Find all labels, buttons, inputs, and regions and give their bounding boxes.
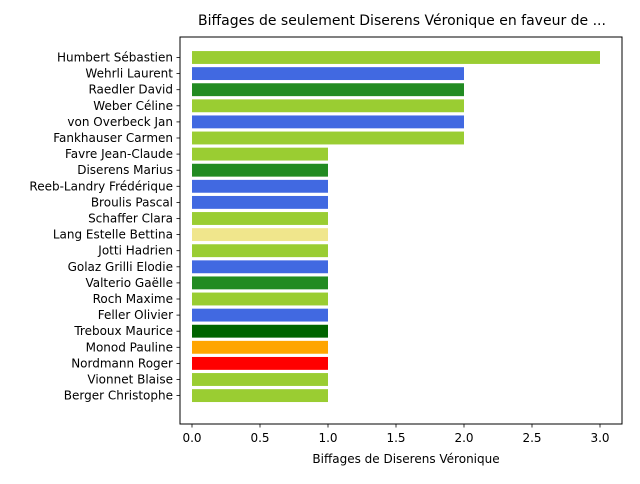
y-tick-label: Fankhauser Carmen: [53, 131, 173, 145]
bar: [192, 276, 328, 290]
bar: [192, 324, 328, 338]
chart-title: Biffages de seulement Diserens Véronique…: [198, 13, 606, 29]
bar: [192, 195, 328, 209]
bar: [192, 163, 328, 177]
bar: [192, 179, 328, 193]
bar: [192, 292, 328, 306]
x-tick-label: 2.0: [454, 431, 473, 445]
x-tick-label: 1.5: [386, 431, 405, 445]
y-tick-label: Valterio Gaëlle: [85, 276, 173, 290]
y-tick-label: Monod Pauline: [86, 340, 173, 354]
y-tick-label: Vionnet Blaise: [87, 373, 173, 387]
x-tick-label: 0.0: [182, 431, 201, 445]
y-tick-label: Wehrli Laurent: [85, 67, 173, 81]
bar: [192, 131, 464, 145]
bar: [192, 244, 328, 258]
x-tick-label: 2.5: [522, 431, 541, 445]
bar: [192, 99, 464, 113]
x-tick-label: 1.0: [318, 431, 337, 445]
bar: [192, 228, 328, 242]
x-axis-label: Biffages de Diserens Véronique: [312, 452, 499, 466]
y-tick-label: Berger Christophe: [64, 389, 173, 403]
bar: [192, 389, 328, 403]
y-tick-label: Weber Céline: [93, 99, 173, 113]
y-tick-label: von Overbeck Jan: [67, 115, 173, 129]
bars: [192, 51, 600, 403]
x-axis-ticks: 0.0 0.5 1.0 1.5 2.0 2.5 3.0: [182, 424, 610, 445]
y-tick-label: Reeb-Landry Frédérique: [29, 179, 173, 193]
y-tick-label: Feller Olivier: [98, 308, 173, 322]
bar: [192, 308, 328, 322]
x-tick-label: 3.0: [590, 431, 609, 445]
y-tick-label: Broulis Pascal: [91, 195, 173, 209]
x-tick-label: 0.5: [250, 431, 269, 445]
y-tick-label: Roch Maxime: [93, 292, 173, 306]
y-tick-label: Favre Jean-Claude: [65, 147, 173, 161]
y-tick-label: Diserens Marius: [77, 163, 173, 177]
y-tick-label: Nordmann Roger: [71, 356, 173, 370]
y-tick-label: Jotti Hadrien: [97, 244, 173, 258]
y-tick-label: Golaz Grilli Elodie: [68, 260, 173, 274]
bar: [192, 83, 464, 97]
y-tick-label: Schaffer Clara: [88, 212, 173, 226]
bar: [192, 115, 464, 129]
bar: [192, 147, 328, 161]
y-tick-label: Raedler David: [88, 83, 173, 97]
bar: [192, 373, 328, 386]
y-tick-label: Treboux Maurice: [73, 324, 173, 338]
bar: [192, 67, 464, 81]
y-tick-label: Lang Estelle Bettina: [53, 228, 173, 242]
bar: [192, 340, 328, 354]
bar: [192, 51, 600, 64]
y-tick-label: Humbert Sébastien: [57, 51, 173, 65]
y-tick-labels: Humbert Sébastien Wehrli Laurent Raedler D…: [29, 51, 180, 403]
bar: [192, 260, 328, 274]
bar: [192, 356, 328, 370]
bar: [192, 212, 328, 225]
plot-frame: [179, 36, 623, 425]
